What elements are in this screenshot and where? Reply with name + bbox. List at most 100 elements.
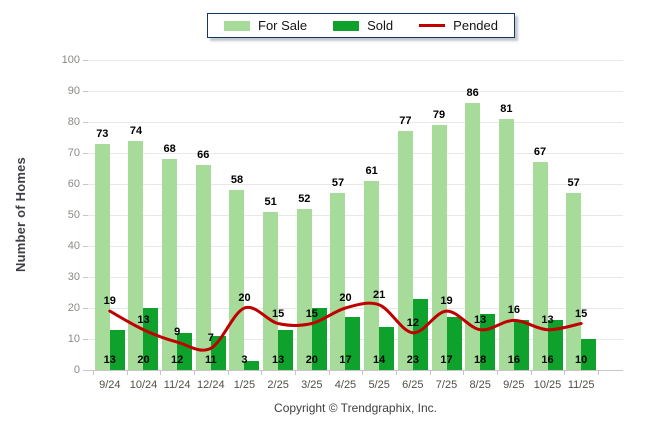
pended-line-swatch-icon <box>419 24 446 27</box>
sold-value-label: 13 <box>103 354 116 366</box>
x-axis-tick <box>160 371 162 375</box>
y-axis-tick <box>83 339 88 340</box>
sold-value-label: 10 <box>575 354 588 366</box>
x-axis-tick <box>92 371 94 375</box>
for-sale-value-label: 81 <box>500 102 513 115</box>
for-sale-swatch-icon <box>224 20 250 31</box>
x-tick-label: 5/25 <box>368 379 390 391</box>
legend-item-pended[interactable]: Pended <box>419 18 498 33</box>
pended-value-label: 7 <box>207 332 214 345</box>
x-tick-label: 9/25 <box>503 379 525 391</box>
for-sale-value-label: 52 <box>298 192 311 205</box>
pended-value-label: 15 <box>305 307 318 320</box>
x-tick-label: 10/25 <box>533 379 562 391</box>
sold-value-label: 16 <box>507 354 520 366</box>
y-tick-label: 100 <box>61 54 80 66</box>
y-tick-label: 0 <box>73 364 80 376</box>
y-tick-label: 50 <box>67 209 80 221</box>
gridline <box>88 277 623 278</box>
sold-value-label: 12 <box>171 354 184 366</box>
legend-item-for-sale[interactable]: For Sale <box>224 18 307 33</box>
x-tick-label: 12/24 <box>197 379 225 391</box>
x-tick-label: 3/25 <box>301 379 323 391</box>
plot-area: 73 13 19 74 20 13 68 12 9 66 11 7 58 3 20 51 13 15 52 20 15 5… <box>88 60 623 371</box>
legend-item-sold[interactable]: Sold <box>333 18 393 33</box>
for-sale-bar <box>532 162 548 370</box>
x-axis-tick <box>395 371 397 375</box>
pended-value-label: 12 <box>406 316 419 329</box>
for-sale-bar <box>465 103 481 370</box>
x-tick-label: 11/24 <box>163 379 191 391</box>
for-sale-value-label: 57 <box>567 177 580 190</box>
pended-value-label: 19 <box>103 295 116 308</box>
sold-value-label: 17 <box>339 354 352 366</box>
for-sale-value-label: 61 <box>365 164 378 177</box>
y-axis-tick <box>83 215 88 216</box>
sold-value-label: 23 <box>406 354 419 366</box>
x-tick-label: 8/25 <box>469 379 491 391</box>
pended-value-label: 20 <box>339 292 352 304</box>
x-axis-tick <box>463 371 465 375</box>
sold-bar <box>244 360 260 370</box>
sold-value-label: 3 <box>241 354 248 366</box>
for-sale-bar <box>498 118 514 370</box>
copyright-text: Copyright © Trendgraphix, Inc. <box>274 401 437 415</box>
y-tick-label: 30 <box>67 271 80 283</box>
y-axis-tick <box>83 370 88 371</box>
for-sale-bar <box>128 140 144 370</box>
for-sale-value-label: 74 <box>129 124 143 137</box>
for-sale-bar <box>330 193 346 370</box>
sold-bar <box>581 339 597 370</box>
x-tick-label: 2/25 <box>267 379 289 391</box>
x-axis-tick <box>530 371 532 375</box>
y-tick-label: 90 <box>67 85 80 97</box>
pended-value-label: 19 <box>440 295 453 308</box>
x-axis-tick <box>294 371 296 375</box>
pended-value-label: 9 <box>174 326 181 339</box>
legend: For Sale Sold Pended <box>207 13 515 38</box>
pended-value-label: 13 <box>137 313 150 326</box>
y-axis-tick <box>83 153 88 154</box>
pended-value-label: 21 <box>373 288 386 301</box>
sold-value-label: 18 <box>474 354 487 366</box>
y-axis-tick <box>83 122 88 123</box>
gridline <box>88 153 623 154</box>
pended-value-label: 16 <box>507 304 520 317</box>
gridline <box>88 184 623 185</box>
for-sale-value-label: 66 <box>197 149 210 162</box>
for-sale-value-label: 79 <box>432 109 446 122</box>
pended-value-label: 13 <box>474 313 487 326</box>
x-axis-tick <box>126 371 128 375</box>
sold-value-label: 20 <box>305 354 318 366</box>
x-axis-tick <box>429 371 431 375</box>
pended-value-label: 15 <box>575 307 588 320</box>
for-sale-value-label: 51 <box>264 195 277 208</box>
for-sale-value-label: 77 <box>399 115 412 128</box>
sold-value-label: 17 <box>440 354 453 366</box>
y-tick-label: 60 <box>67 178 80 190</box>
for-sale-value-label: 57 <box>331 177 345 190</box>
pended-value-label: 20 <box>238 292 251 304</box>
for-sale-bar <box>94 143 110 370</box>
sold-value-label: 13 <box>272 354 285 366</box>
sold-value-label: 20 <box>137 354 150 366</box>
x-axis-tick <box>261 371 263 375</box>
y-axis-tick <box>83 308 88 309</box>
for-sale-value-label: 67 <box>533 146 547 159</box>
y-tick-label: 10 <box>67 333 80 345</box>
y-axis-tick <box>83 246 88 247</box>
for-sale-value-label: 68 <box>163 143 176 156</box>
x-axis-tick <box>328 371 330 375</box>
x-tick-label: 6/25 <box>402 379 424 391</box>
legend-label-for-sale: For Sale <box>258 18 308 33</box>
y-tick-label: 20 <box>67 302 80 314</box>
sold-value-label: 11 <box>204 354 217 366</box>
y-tick-label: 40 <box>67 240 80 252</box>
x-tick-label: 9/24 <box>99 379 121 391</box>
gridline <box>88 60 623 61</box>
for-sale-bar <box>566 193 582 370</box>
for-sale-value-label: 58 <box>230 174 244 187</box>
pended-value-label: 15 <box>272 307 285 320</box>
sold-value-label: 16 <box>541 354 554 366</box>
